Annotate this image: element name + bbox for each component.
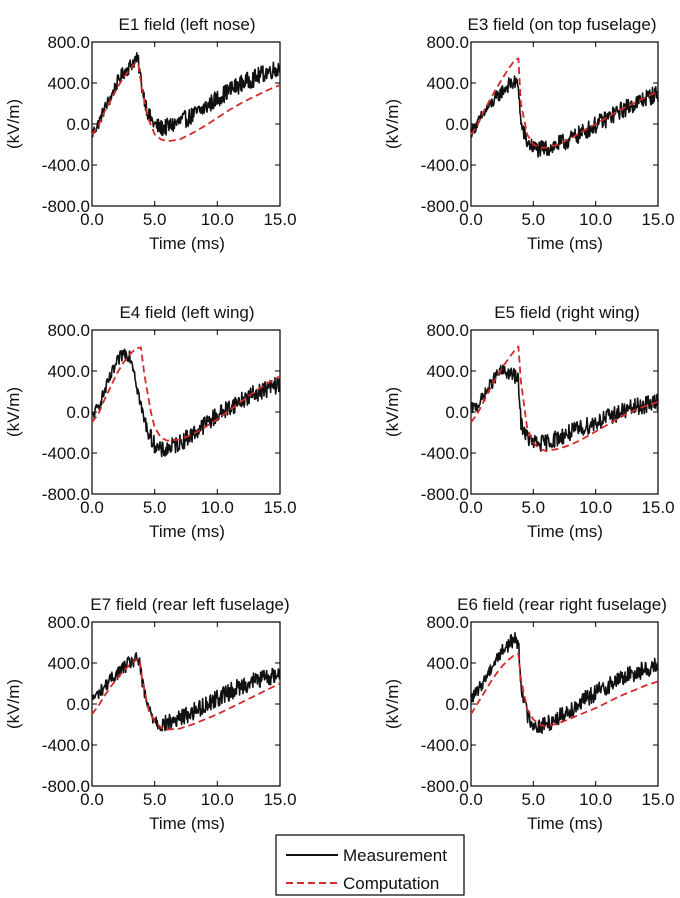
x-tick-label: 5.0 (143, 498, 167, 517)
x-axis-label: Time (ms) (527, 814, 603, 833)
measurement-series-line (470, 364, 659, 453)
plot-area-frame (91, 621, 281, 787)
measurement-series-line (91, 51, 281, 138)
y-axis-label: (kV/m) (383, 387, 402, 437)
y-tick-label: 0.0 (445, 115, 469, 134)
y-axis-label: (kV/m) (4, 679, 23, 729)
y-tick-label: 800.0 (426, 33, 469, 52)
y-tick-label: -400.0 (421, 736, 469, 755)
y-axis-label: (kV/m) (383, 99, 402, 149)
x-tick-label: 10.0 (579, 210, 612, 229)
x-tick-label: 15.0 (641, 498, 674, 517)
x-axis-label: Time (ms) (149, 814, 225, 833)
x-tick-label: 5.0 (522, 210, 546, 229)
computation-series-line (470, 652, 659, 728)
x-tick-label: 5.0 (522, 498, 546, 517)
y-tick-label: -800.0 (42, 485, 90, 504)
chart-panel: E5 field (right wing) 800.0 400.0 0.0 -400.0… (383, 303, 675, 541)
x-axis-label: Time (ms) (527, 234, 603, 253)
y-tick-label: -400.0 (42, 736, 90, 755)
y-tick-label: 400.0 (47, 362, 90, 381)
y-tick-label: -400.0 (421, 156, 469, 175)
y-tick-label: -400.0 (421, 444, 469, 463)
measurement-series-line (470, 75, 659, 158)
computation-series-line (91, 658, 281, 731)
chart-title: E5 field (right wing) (494, 303, 640, 322)
measurement-series-line (91, 348, 281, 458)
x-tick-label: 10.0 (579, 498, 612, 517)
y-tick-label: -400.0 (42, 156, 90, 175)
x-tick-label: 15.0 (641, 790, 674, 809)
x-tick-label: 15.0 (641, 210, 674, 229)
y-tick-label: 400.0 (47, 654, 90, 673)
x-tick-label: 15.0 (263, 790, 296, 809)
y-tick-label: 400.0 (426, 654, 469, 673)
y-axis-label: (kV/m) (383, 679, 402, 729)
legend-box (275, 834, 465, 896)
x-tick-label: 15.0 (263, 210, 296, 229)
y-tick-label: -800.0 (42, 777, 90, 796)
x-tick-label: 10.0 (201, 498, 234, 517)
y-tick-label: 400.0 (47, 74, 90, 93)
computation-series-line (91, 346, 281, 442)
x-tick-label: 0.0 (459, 498, 483, 517)
y-axis-label: (kV/m) (4, 99, 23, 149)
measurement-series-line (470, 631, 659, 735)
x-axis-label: Time (ms) (527, 522, 603, 541)
chart-title: E6 field (rear right fuselage) (457, 595, 667, 614)
y-axis-label: (kV/m) (4, 387, 23, 437)
y-tick-label: -800.0 (421, 777, 469, 796)
measurement-series-line (91, 652, 281, 732)
chart-title: E3 field (on top fuselage) (467, 15, 656, 34)
y-tick-label: 800.0 (426, 613, 469, 632)
legend-label-measurement: Measurement (343, 846, 447, 865)
plot-area-frame (470, 621, 659, 787)
chart-panel: E6 field (rear right fuselage)800.0 400.0… (383, 595, 675, 833)
chart-title: E1 field (left nose) (118, 15, 255, 34)
y-tick-label: 0.0 (445, 695, 469, 714)
y-tick-label: 0.0 (66, 695, 90, 714)
computation-series-line (91, 61, 281, 143)
x-tick-label: 5.0 (522, 790, 546, 809)
y-tick-label: -800.0 (42, 197, 90, 216)
chart-panel: E4 field (left wing) 800.0 400.0 0.0 -400.0 -… (4, 303, 297, 541)
y-tick-label: 800.0 (47, 33, 90, 52)
x-tick-label: 0.0 (459, 790, 483, 809)
plot-area-frame (470, 41, 659, 207)
x-tick-label: 5.0 (143, 210, 167, 229)
x-tick-label: 0.0 (80, 210, 104, 229)
x-tick-label: 0.0 (80, 498, 104, 517)
y-tick-label: 0.0 (66, 403, 90, 422)
y-tick-label: 0.0 (445, 403, 469, 422)
x-tick-label: 10.0 (579, 790, 612, 809)
y-tick-label: 0.0 (66, 115, 90, 134)
computation-series-line (470, 57, 659, 149)
y-tick-label: -400.0 (42, 444, 90, 463)
y-tick-label: -800.0 (421, 485, 469, 504)
y-tick-label: 400.0 (426, 74, 469, 93)
legend: Measurement Computation (275, 834, 465, 896)
x-tick-label: 5.0 (143, 790, 167, 809)
y-tick-label: 800.0 (426, 321, 469, 340)
chart-panel: E7 field (rear left fuselage)800.0 400.0 0… (4, 595, 297, 833)
y-tick-label: 800.0 (47, 613, 90, 632)
x-axis-label: Time (ms) (149, 234, 225, 253)
x-tick-label: 10.0 (201, 790, 234, 809)
y-tick-label: -800.0 (421, 197, 469, 216)
chart-title: E7 field (rear left fuselage) (90, 595, 289, 614)
x-tick-label: 0.0 (80, 790, 104, 809)
y-tick-label: 800.0 (47, 321, 90, 340)
chart-panel: E3 field (on top fuselage)800.0400.00.0-… (383, 15, 675, 253)
x-axis-label: Time (ms) (149, 522, 225, 541)
chart-panel: E1 field (left nose) 800.0 400.0 0.0 -400.0 -… (4, 15, 297, 253)
computation-series-line (470, 345, 659, 452)
x-tick-label: 0.0 (459, 210, 483, 229)
plot-area-frame (470, 329, 659, 495)
x-tick-label: 10.0 (201, 210, 234, 229)
chart-title: E4 field (left wing) (119, 303, 254, 322)
y-tick-label: 400.0 (426, 362, 469, 381)
x-tick-label: 15.0 (263, 498, 296, 517)
legend-label-computation: Computation (343, 874, 439, 893)
